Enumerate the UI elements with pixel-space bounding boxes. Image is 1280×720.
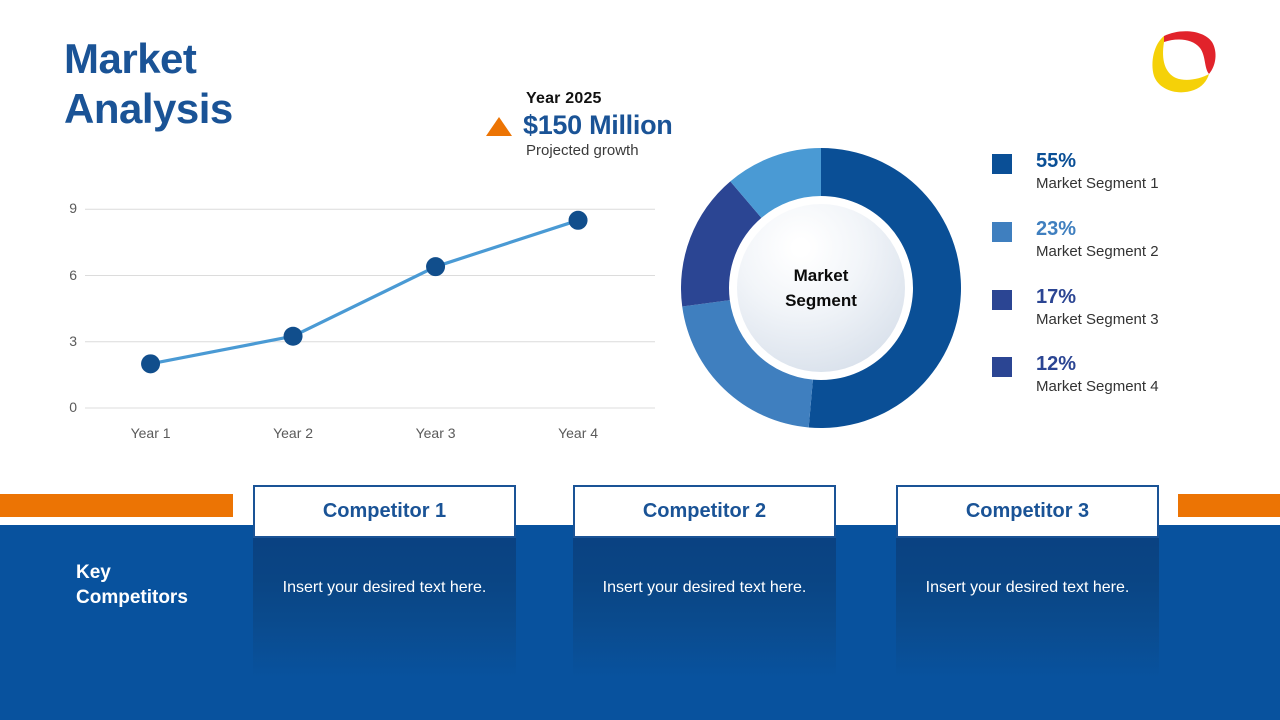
key-competitors-line1: Key: [76, 562, 111, 583]
accent-bar-left: [0, 494, 233, 517]
legend-item[interactable]: 55% Market Segment 1: [992, 150, 1232, 195]
legend-item[interactable]: 23% Market Segment 2: [992, 218, 1232, 263]
kpi-year-label: Year 2025: [526, 90, 602, 107]
donut-legend: 55% Market Segment 1 23% Market Segment 2 17…: [992, 150, 1232, 421]
market-segment-donut-chart: Market Segment: [681, 148, 962, 428]
competitor-card-body[interactable]: Insert your desired text here.: [573, 538, 836, 678]
line-chart-gridlines: [85, 208, 655, 409]
line-chart-point[interactable]: [426, 257, 446, 277]
brand-logo-icon: [1152, 31, 1216, 93]
kpi-value: $150 Million: [523, 110, 673, 140]
x-axis-tick-label: Year 1: [130, 425, 171, 441]
donut-slice[interactable]: [682, 300, 813, 428]
donut-center-line2: Segment: [785, 291, 857, 310]
y-axis-tick-label: 6: [69, 266, 77, 283]
page-title: Market Analysis: [64, 34, 233, 133]
competitor-card[interactable]: Competitor 1 Insert your desired text he…: [253, 485, 516, 678]
legend-label: Market Segment 3: [1036, 310, 1159, 328]
y-axis-tick-label: 3: [69, 332, 77, 349]
donut-center: Market Segment: [737, 204, 905, 372]
competitor-card-header[interactable]: Competitor 3: [896, 485, 1159, 538]
legend-color-swatch: [992, 357, 1012, 378]
legend-percent: 17%: [1036, 285, 1077, 308]
donut-slice[interactable]: [681, 181, 762, 307]
legend-color-swatch: [992, 154, 1012, 174]
accent-bar-right: [1178, 494, 1280, 517]
page-title-line2: Analysis: [64, 84, 233, 132]
triangle-up-icon: [486, 117, 512, 136]
y-axis-tick-label: 9: [69, 200, 77, 217]
kpi-caption: Projected growth: [526, 142, 639, 159]
line-chart-series: [148, 218, 580, 366]
kpi-value-row: $150 Million: [486, 110, 746, 141]
competitor-card-body[interactable]: Insert your desired text here.: [896, 538, 1159, 678]
competitor-card-body[interactable]: Insert your desired text here.: [253, 538, 516, 678]
competitor-card[interactable]: Competitor 3 Insert your desired text he…: [896, 485, 1159, 678]
page-title-line1: Market: [64, 35, 197, 82]
legend-percent: 12%: [1036, 353, 1077, 376]
competitor-card-header[interactable]: Competitor 1: [253, 485, 516, 538]
key-competitors-line2: Competitors: [76, 587, 188, 609]
kpi-block: Year 2025 $150 Million Projected growth: [486, 90, 746, 159]
legend-color-swatch: [992, 221, 1012, 242]
donut-slice[interactable]: [808, 148, 962, 428]
competitor-card[interactable]: Competitor 2 Insert your desired text he…: [573, 485, 836, 678]
growth-line-chart: 0 3 6 9: [55, 178, 675, 448]
legend-item[interactable]: 17% Market Segment 3: [992, 286, 1232, 331]
y-axis-tick-label: 0: [69, 399, 77, 415]
line-chart-point[interactable]: [283, 326, 303, 346]
x-axis-tick-label: Year 4: [558, 425, 599, 441]
line-chart-point[interactable]: [141, 354, 161, 374]
line-chart-point[interactable]: [568, 210, 588, 230]
legend-label: Market Segment 4: [1036, 378, 1159, 396]
legend-percent: 23%: [1036, 217, 1077, 240]
donut-center-line1: Market: [793, 265, 849, 285]
key-competitors-label: Key Competitors: [76, 560, 256, 611]
legend-item[interactable]: 12% Market Segment 4: [992, 353, 1232, 398]
donut-chart-svg: [681, 148, 962, 428]
donut-center-label: Market Segment: [785, 263, 857, 314]
x-axis-tick-label: Year 3: [415, 425, 456, 441]
legend-label: Market Segment 1: [1036, 175, 1159, 192]
legend-label: Market Segment 2: [1036, 242, 1159, 260]
x-axis-tick-label: Year 2: [273, 425, 314, 441]
line-chart-markers: [141, 210, 588, 374]
legend-percent: 55%: [1036, 150, 1077, 172]
line-chart-svg: [85, 208, 655, 409]
legend-color-swatch: [992, 289, 1012, 310]
donut-slice[interactable]: [730, 148, 821, 218]
competitor-card-header[interactable]: Competitor 2: [573, 485, 836, 538]
